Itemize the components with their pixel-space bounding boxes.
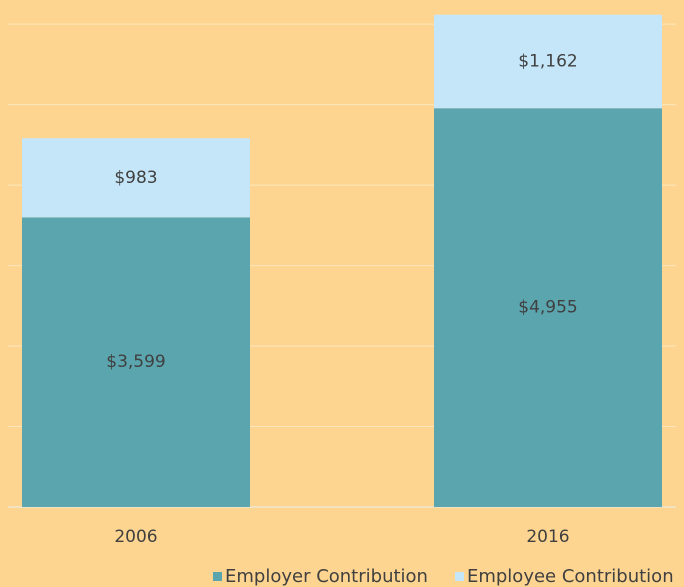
- bar: [434, 14, 662, 109]
- data-label: $4,955: [518, 298, 577, 318]
- data-label: $1,162: [518, 51, 577, 71]
- data-label: $3,599: [106, 352, 165, 372]
- bar: [434, 108, 662, 507]
- legend-swatch: [454, 572, 464, 581]
- legend-swatch: [213, 572, 222, 581]
- data-label: $983: [114, 168, 157, 188]
- legend-label: Employer Contribution: [225, 566, 428, 587]
- legend-label: Employee Contribution: [467, 566, 674, 587]
- x-tick-label: 2016: [526, 527, 569, 547]
- x-tick-label: 2006: [114, 527, 157, 547]
- bar: [22, 217, 250, 507]
- bar: [22, 138, 250, 218]
